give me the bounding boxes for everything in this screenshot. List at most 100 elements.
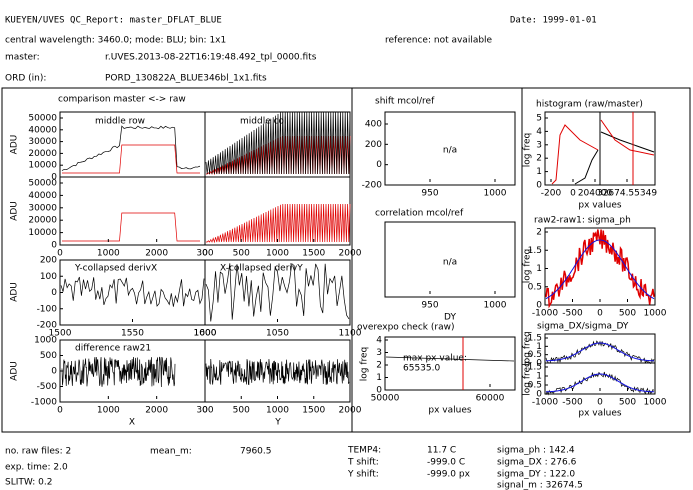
trace xyxy=(62,212,200,242)
label: raw2-raw1: sigma_ph xyxy=(534,216,631,226)
trace xyxy=(545,239,655,300)
y-tick-label: 1.5 xyxy=(528,363,542,373)
x-tick-label: 500 xyxy=(233,249,250,259)
label: n/a xyxy=(443,258,457,268)
label: middle col xyxy=(240,117,287,127)
plot-frame xyxy=(544,362,656,395)
x-tick-label: 1000 xyxy=(97,406,120,416)
axis-label: log freq xyxy=(523,331,533,366)
label: central wavelength: 3460.0; mode: BLU; b… xyxy=(5,36,226,46)
axis-label: ADU xyxy=(10,135,20,155)
axis-label: ADU xyxy=(10,201,20,221)
plot-frame xyxy=(599,111,656,186)
trace xyxy=(545,340,655,365)
x-tick-label: 950 xyxy=(421,189,438,199)
trace xyxy=(205,111,351,175)
trace xyxy=(545,229,655,309)
axis-label: Y xyxy=(274,418,281,428)
x-tick-label: 1000 xyxy=(644,398,667,408)
report-title: KUEYEN/UVES QC_Report: master_DFLAT_BLUE xyxy=(5,16,222,26)
y-tick-label: 0 xyxy=(51,241,57,251)
y-tick-label: 1 xyxy=(536,264,542,274)
label: n/a xyxy=(443,146,457,156)
label: Y-collapsed derivX xyxy=(74,264,157,274)
y-tick-label: 30000 xyxy=(28,203,57,213)
trace xyxy=(551,124,599,185)
axis-label: px values xyxy=(578,409,621,419)
y-tick-label: 4 xyxy=(376,336,382,346)
label: r.UVES.2013-08-22T16:19:48.492_tpl_0000.… xyxy=(105,53,317,63)
x-tick-label: -500 xyxy=(562,309,583,319)
plot-frame xyxy=(384,221,516,298)
axis-label: X xyxy=(129,418,135,428)
label: X-collapsed derivY xyxy=(220,264,303,274)
x-tick-label: -200 xyxy=(541,189,562,199)
y-tick-label: 0 xyxy=(51,367,57,377)
x-tick-label: 500 xyxy=(619,309,636,319)
label: SLITW: 0.2 xyxy=(5,478,52,488)
axis-label: log freq xyxy=(523,249,533,284)
x-tick-label: 60000 xyxy=(476,394,505,404)
plot-frame xyxy=(384,336,516,391)
y-tick-label: 0 xyxy=(536,390,542,400)
x-tick-label: 1000 xyxy=(266,406,289,416)
axis-label: log freq xyxy=(360,347,370,382)
label: -999.0 px xyxy=(427,470,471,480)
y-tick-label: 2 xyxy=(376,361,382,371)
y-tick-label: 400 xyxy=(365,120,382,130)
trace xyxy=(205,359,350,386)
x-tick-label: 204000 xyxy=(578,189,613,199)
y-tick-label: 200 xyxy=(365,140,382,150)
label: sigma_DX : 276.6 xyxy=(497,458,577,468)
report-date: Date: 1999-01-01 xyxy=(510,16,597,26)
y-tick-label: 1 xyxy=(536,372,542,382)
y-tick-label: 0 xyxy=(51,288,57,298)
plot-frame xyxy=(204,339,351,403)
label: reference: not available xyxy=(385,36,493,46)
plots xyxy=(59,111,656,403)
label: shift mcol/ref xyxy=(375,97,435,107)
y-tick-label: 1 xyxy=(536,167,542,177)
x-tick-label: 0 xyxy=(597,309,603,319)
panel-box xyxy=(1,87,691,433)
trace xyxy=(385,356,515,362)
x-tick-label: -1000 xyxy=(532,398,558,408)
label: exp. time: 2.0 xyxy=(5,463,68,473)
trace xyxy=(205,262,350,322)
x-tick-label: 1600 xyxy=(194,329,217,339)
y-tick-label: 20000 xyxy=(28,149,57,159)
label: 7960.5 xyxy=(240,447,272,457)
axis-label: px values xyxy=(428,406,471,416)
trace xyxy=(61,356,176,387)
x-tick-label: -500 xyxy=(562,398,583,408)
y-tick-label: 0 xyxy=(536,359,542,369)
x-tick-label: 0 xyxy=(57,406,63,416)
trace xyxy=(62,144,200,174)
trace xyxy=(206,135,351,176)
axis-label: ADU xyxy=(10,282,20,302)
x-tick-label: 1500 xyxy=(302,406,325,416)
y-tick-label: -200 xyxy=(362,181,383,191)
trace xyxy=(545,342,655,362)
label: master: xyxy=(5,53,40,63)
y-tick-label: 0.5 xyxy=(528,350,542,360)
trace xyxy=(600,119,655,156)
y-tick-label: 2 xyxy=(536,154,542,164)
x-tick-label: 300 xyxy=(196,249,213,259)
x-tick-label: 0 xyxy=(57,249,63,259)
y-tick-label: 20000 xyxy=(28,216,57,226)
plot-frame xyxy=(544,227,656,306)
y-tick-label: 500 xyxy=(40,351,57,361)
x-tick-label: 1000 xyxy=(484,189,507,199)
x-tick-label: 1000 xyxy=(194,329,217,339)
y-tick-label: 0 xyxy=(376,160,382,170)
label: -999.0 C xyxy=(427,458,465,468)
label: 65535.0 xyxy=(403,364,440,374)
x-tick-label: 1500 xyxy=(49,329,72,339)
y-tick-label: 30000 xyxy=(28,137,57,147)
axis-label: ADU xyxy=(10,361,20,381)
x-tick-label: 1000 xyxy=(97,249,120,259)
label: comparison master <-> raw xyxy=(58,95,186,105)
label: middle row xyxy=(95,117,145,127)
